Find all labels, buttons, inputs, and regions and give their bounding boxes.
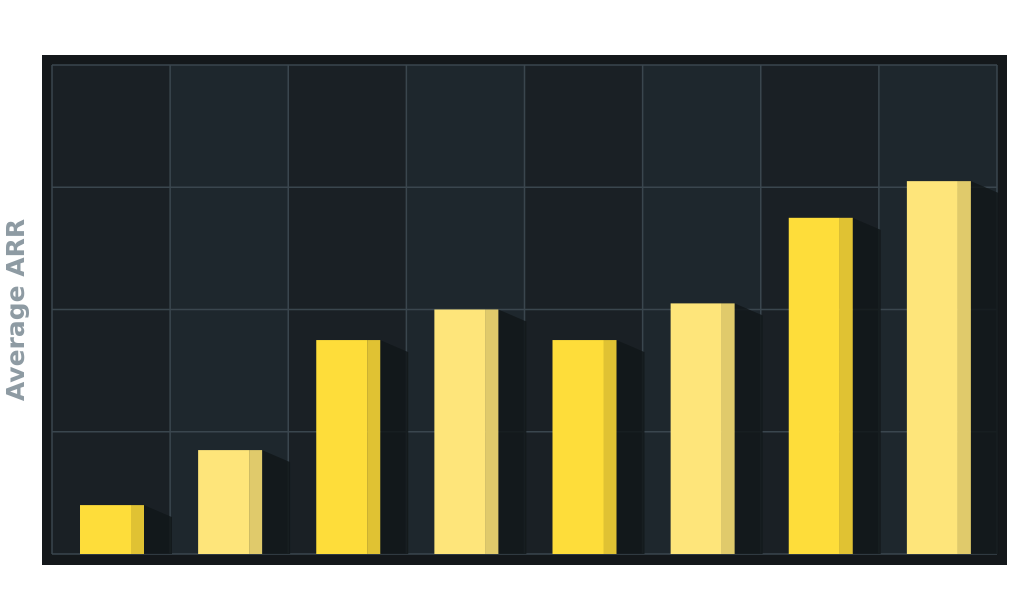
bar-side [603, 340, 617, 554]
bar-face [80, 505, 131, 554]
bars [80, 181, 999, 554]
bar-side [367, 340, 381, 554]
y-axis-label: Average ARR [1, 219, 30, 401]
bar-side [485, 309, 499, 554]
bar [80, 505, 144, 554]
bar-shadow [144, 505, 172, 554]
bar [198, 450, 263, 554]
bar [670, 303, 735, 554]
bar-face [434, 309, 486, 554]
bar-shadow [498, 309, 527, 554]
bar-face [316, 340, 368, 554]
bar-shadow [262, 450, 291, 554]
bar-face [906, 181, 958, 554]
bar-shadow [970, 181, 999, 554]
bar [434, 309, 499, 554]
bar-side [249, 450, 263, 554]
bar [552, 340, 617, 554]
bar-face [670, 303, 722, 554]
bar [906, 181, 971, 554]
bar-face [552, 340, 604, 554]
bar-shadow [852, 217, 881, 554]
bar [788, 217, 853, 554]
bar-side [131, 505, 144, 554]
bar-shadow [380, 340, 409, 554]
bar [316, 340, 381, 554]
bar-side [957, 181, 971, 554]
bar-face [788, 217, 840, 554]
bar-shadow [734, 303, 763, 554]
bar-face [198, 450, 250, 554]
bar-shadow [616, 340, 645, 554]
bar-side [721, 303, 735, 554]
bar-side [839, 217, 853, 554]
